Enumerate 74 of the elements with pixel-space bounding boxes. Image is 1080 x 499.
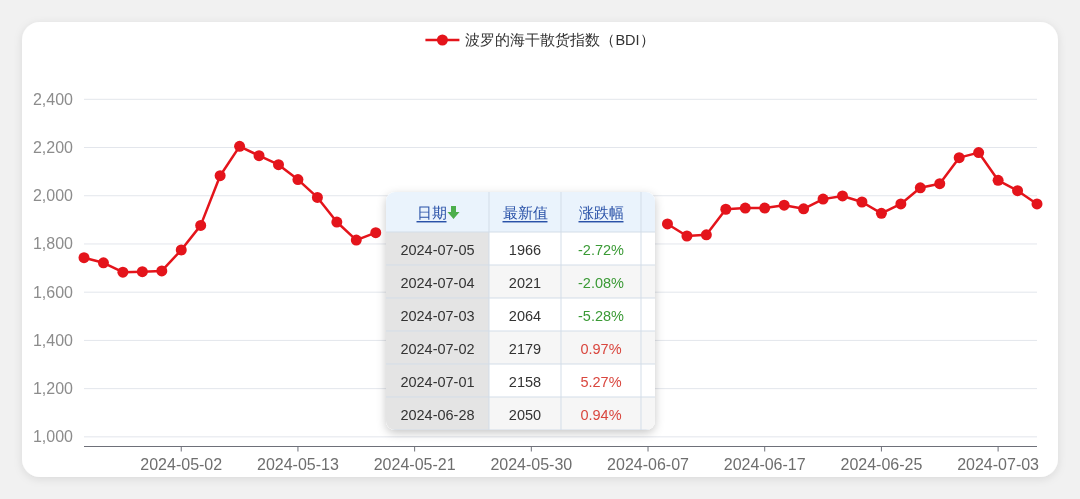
x-tick-label: 2024-06-17	[723, 456, 806, 473]
x-tick-label: 2024-06-07	[607, 456, 690, 473]
point	[681, 230, 693, 242]
point	[175, 244, 187, 256]
point	[661, 218, 673, 230]
y-tick-label: 1,200	[32, 380, 74, 398]
point	[934, 178, 946, 190]
point	[234, 140, 246, 152]
point	[700, 229, 712, 241]
point	[1012, 185, 1024, 197]
point	[272, 159, 284, 171]
point	[195, 219, 207, 231]
annotation: 2024-07-01	[400, 373, 475, 390]
point	[370, 227, 382, 239]
category-label: 日期	[416, 205, 447, 221]
point	[837, 190, 849, 202]
annotation: -2.08%	[578, 274, 625, 291]
annotation: 2064	[508, 307, 542, 324]
point	[292, 174, 304, 186]
legend-label: 波罗的海干散货指数（BDI）	[465, 32, 655, 48]
point	[875, 207, 887, 219]
point	[720, 203, 732, 215]
category-label: 最新值	[502, 205, 548, 221]
point	[156, 265, 168, 277]
annotation: 0.94%	[580, 406, 622, 423]
y-tick-label: 1,000	[32, 428, 74, 446]
annotation: 2158	[508, 373, 542, 390]
annotation: 2024-07-02	[400, 340, 475, 357]
y-tick-label: 2,000	[32, 187, 74, 205]
annotation: -2.72%	[578, 241, 625, 258]
y-tick-label: 1,800	[32, 235, 74, 253]
point	[798, 203, 810, 215]
point	[331, 216, 343, 228]
point	[136, 266, 148, 278]
point	[117, 266, 129, 278]
y-tick-label: 2,400	[32, 90, 74, 108]
point	[856, 196, 868, 208]
y-tick-label: 1,600	[32, 283, 74, 301]
x-tick-label: 2024-05-02	[140, 456, 223, 473]
x-tick-label: 2024-06-25	[840, 456, 923, 473]
x-tick-label: 2024-07-03	[957, 456, 1040, 473]
point	[1031, 198, 1043, 210]
point	[214, 170, 226, 182]
annotation: 5.27%	[580, 373, 622, 390]
point	[97, 257, 109, 269]
x-tick-label: 2024-05-21	[373, 456, 456, 473]
x-tick-label: 2024-05-13	[257, 456, 339, 473]
x-tick-label: 2024-05-30	[490, 456, 573, 473]
annotation: 2024-07-05	[400, 241, 475, 258]
point	[778, 199, 790, 211]
point	[817, 193, 829, 205]
annotation: 0.97%	[580, 340, 622, 357]
annotation: 2179	[508, 340, 542, 357]
point	[992, 174, 1004, 186]
annotation: -5.28%	[578, 307, 625, 324]
point	[739, 202, 751, 214]
annotation: 2024-07-04	[400, 274, 475, 291]
annotation: 1966	[508, 241, 542, 258]
point	[895, 198, 907, 210]
category-label: 涨跌幅	[578, 205, 624, 221]
point	[253, 150, 265, 162]
point	[78, 252, 90, 264]
annotation: 2021	[508, 274, 542, 291]
y-tick-label: 2,200	[32, 139, 74, 157]
y-tick-label: 1,400	[32, 331, 74, 349]
annotation: 2050	[508, 406, 542, 423]
point	[953, 152, 965, 164]
annotation: 2024-07-03	[400, 307, 475, 324]
annotation: 2024-06-28	[400, 406, 475, 423]
point	[350, 234, 362, 246]
point	[973, 147, 985, 159]
point	[311, 191, 323, 203]
point	[914, 182, 926, 194]
point	[759, 202, 771, 214]
